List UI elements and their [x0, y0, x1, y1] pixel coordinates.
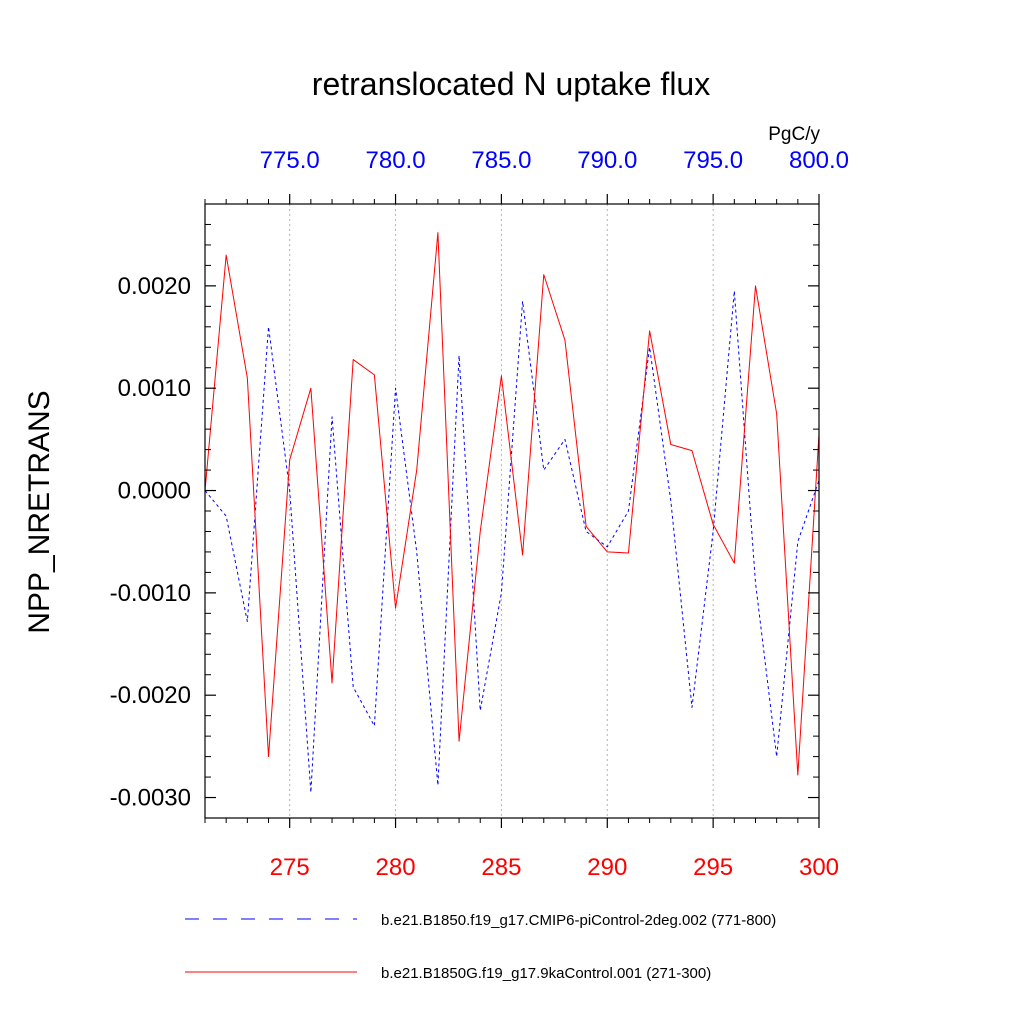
series-0-point-27 [776, 756, 777, 757]
series-0-point-9 [395, 388, 396, 389]
y-tick-labels: -0.0030 -0.0020 -0.0010 0.0000 0.0010 0.0020 [110, 273, 191, 812]
axis-ticks [204, 194, 820, 828]
series-0-point-11 [437, 785, 438, 786]
series-1-point-16 [543, 274, 544, 275]
series-0-point-8 [374, 725, 375, 726]
series-0-point-12 [458, 355, 459, 356]
y-tick-label-0: -0.0030 [110, 785, 191, 812]
series-1-point-13 [480, 531, 481, 532]
units-label: PgC/y [768, 124, 820, 145]
series-1-point-2 [247, 377, 248, 378]
series-0-point-23 [691, 707, 692, 708]
y-tick-label-1: -0.0020 [110, 682, 191, 709]
series-0-point-22 [670, 500, 671, 501]
series-1-point-8 [374, 374, 375, 375]
series-0-point-4 [289, 490, 290, 491]
series-1-point-19 [607, 551, 608, 552]
series-0-point-1 [226, 516, 227, 517]
series-1-point-26 [755, 285, 756, 286]
series-0-point-19 [607, 546, 608, 547]
series-lines [204, 232, 820, 793]
series-1-point-20 [628, 552, 629, 553]
series-0-point-16 [543, 469, 544, 470]
series-0-point-26 [755, 582, 756, 583]
y-tick-label-5: 0.0020 [118, 273, 191, 300]
series-1-point-5 [310, 388, 311, 389]
legend-label-1: b.e21.B1850G.f19_g17.9kaControl.001 (271… [381, 965, 711, 982]
series-1-point-24 [713, 524, 714, 525]
legend: b.e21.B1850.f19_g17.CMIP6-piControl-2deg… [185, 912, 776, 982]
series-0-point-3 [268, 326, 269, 327]
series-1-point-23 [691, 450, 692, 451]
series-1-point-3 [268, 756, 269, 757]
series-line-0 [204, 290, 820, 793]
y-tick-label-2: -0.0010 [110, 580, 191, 607]
y-tick-label-4: 0.0010 [118, 375, 191, 402]
series-0-point-15 [522, 301, 523, 302]
series-1-point-15 [522, 554, 523, 555]
series-1-point-12 [458, 741, 459, 742]
series-0-point-5 [310, 792, 311, 793]
series-1-point-28 [797, 774, 798, 775]
series-1-point-10 [416, 469, 417, 470]
series-1-point-14 [501, 375, 502, 376]
series-1-point-9 [395, 608, 396, 609]
top-tick-label-3: 790.0 [577, 147, 637, 174]
y-tick-label-3: 0.0000 [118, 478, 191, 505]
series-1-point-21 [649, 330, 650, 331]
series-0-point-25 [734, 290, 735, 291]
series-0-point-13 [480, 710, 481, 711]
top-tick-label-1: 780.0 [366, 147, 426, 174]
bottom-tick-label-3: 290 [587, 854, 627, 881]
series-1-point-7 [353, 359, 354, 360]
series-0-point-18 [586, 531, 587, 532]
grid-lines [289, 204, 714, 818]
bottom-tick-label-0: 275 [270, 854, 310, 881]
series-1-point-18 [586, 526, 587, 527]
top-tick-label-0: 775.0 [260, 147, 320, 174]
top-tick-label-2: 785.0 [471, 147, 531, 174]
series-0-point-17 [564, 439, 565, 440]
bottom-tick-label-5: 300 [799, 854, 839, 881]
series-1-point-25 [734, 563, 735, 564]
series-1-point-27 [776, 413, 777, 414]
series-0-point-14 [501, 592, 502, 593]
series-1-point-11 [437, 232, 438, 233]
series-0-point-24 [713, 531, 714, 532]
series-0-point-10 [416, 551, 417, 552]
bottom-tick-label-4: 295 [693, 854, 733, 881]
series-0-point-6 [331, 416, 332, 417]
series-1-point-1 [226, 255, 227, 256]
series-1-point-4 [289, 459, 290, 460]
chart-title: retranslocated N uptake flux [312, 66, 710, 102]
series-0-point-28 [797, 541, 798, 542]
y-axis-label: NPP_NRETRANS [23, 390, 56, 633]
series-1-point-6 [331, 682, 332, 683]
series-1-point-17 [564, 340, 565, 341]
series-line-1 [204, 232, 820, 776]
bottom-tick-label-1: 280 [376, 854, 416, 881]
bottom-x-tick-labels: 275 280 285 290 295 300 [270, 854, 839, 881]
series-0-point-21 [649, 347, 650, 348]
series-0-point-20 [628, 510, 629, 511]
bottom-tick-label-2: 285 [481, 854, 521, 881]
series-0-point-7 [353, 686, 354, 687]
top-tick-label-4: 795.0 [683, 147, 743, 174]
series-0-point-2 [247, 621, 248, 622]
top-tick-label-5: 800.0 [789, 147, 849, 174]
top-x-tick-labels: 775.0 780.0 785.0 790.0 795.0 800.0 [260, 147, 849, 174]
series-1-point-22 [670, 444, 671, 445]
legend-label-0: b.e21.B1850.f19_g17.CMIP6-piControl-2deg… [381, 912, 776, 929]
